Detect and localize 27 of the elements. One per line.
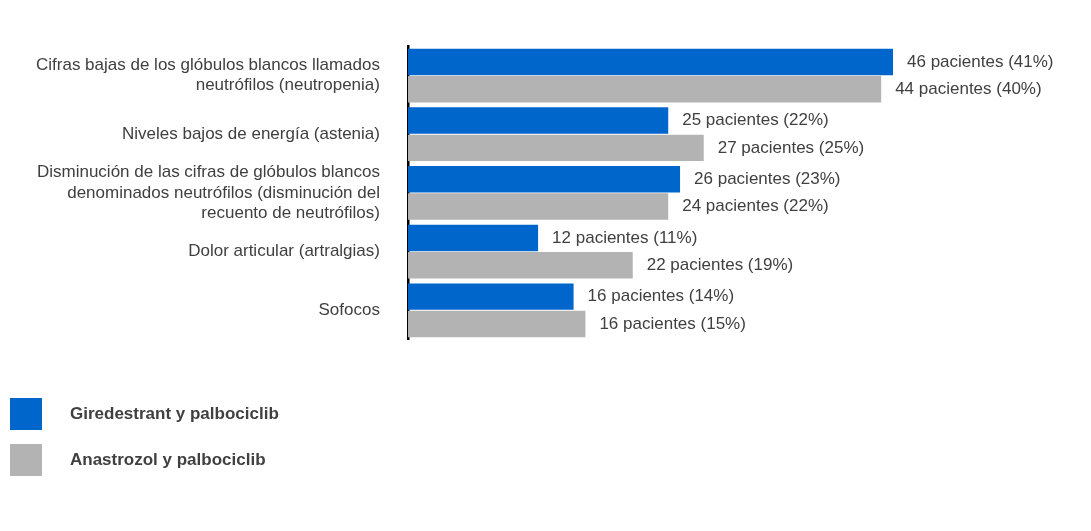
legend-label: Giredestrant y palbociclib	[70, 404, 279, 424]
bar	[407, 193, 669, 220]
bar	[407, 166, 681, 193]
data-label: 24 pacientes (22%)	[682, 196, 829, 216]
y-tick-label: Dolor articular (artralgias)	[188, 241, 380, 261]
legend-label: Anastrozol y palbociclib	[70, 450, 266, 470]
bar	[407, 283, 574, 310]
data-label: 46 pacientes (41%)	[907, 51, 1054, 71]
data-label: 16 pacientes (15%)	[599, 313, 746, 333]
bar	[407, 48, 893, 76]
y-tick-label: Cifras bajas de los glóbulos blancos llamados neutrófilos (neutropenia)	[36, 55, 380, 95]
data-label: 26 pacientes (23%)	[694, 168, 841, 188]
data-label: 25 pacientes (22%)	[682, 110, 829, 130]
bar	[407, 251, 633, 279]
bar	[407, 107, 669, 134]
bar	[407, 224, 539, 252]
data-label: 44 pacientes (40%)	[895, 78, 1042, 98]
bar	[407, 134, 704, 162]
data-label: 16 pacientes (14%)	[587, 286, 735, 306]
bar	[407, 75, 882, 103]
bar	[407, 310, 586, 338]
data-label: 12 pacientes (11%)	[552, 227, 698, 247]
y-tick-label: Sofocos	[318, 299, 380, 319]
y-tick-label: Disminución de las cifras de glóbulos blancos denominados neutrófilos (disminución del recuento de neutrófilos)	[36, 162, 380, 222]
y-tick-label: Niveles bajos de energía (astenia)	[121, 123, 380, 143]
data-label: 22 pacientes (19%)	[646, 254, 794, 274]
data-label: 27 pacientes (25%)	[717, 137, 865, 157]
